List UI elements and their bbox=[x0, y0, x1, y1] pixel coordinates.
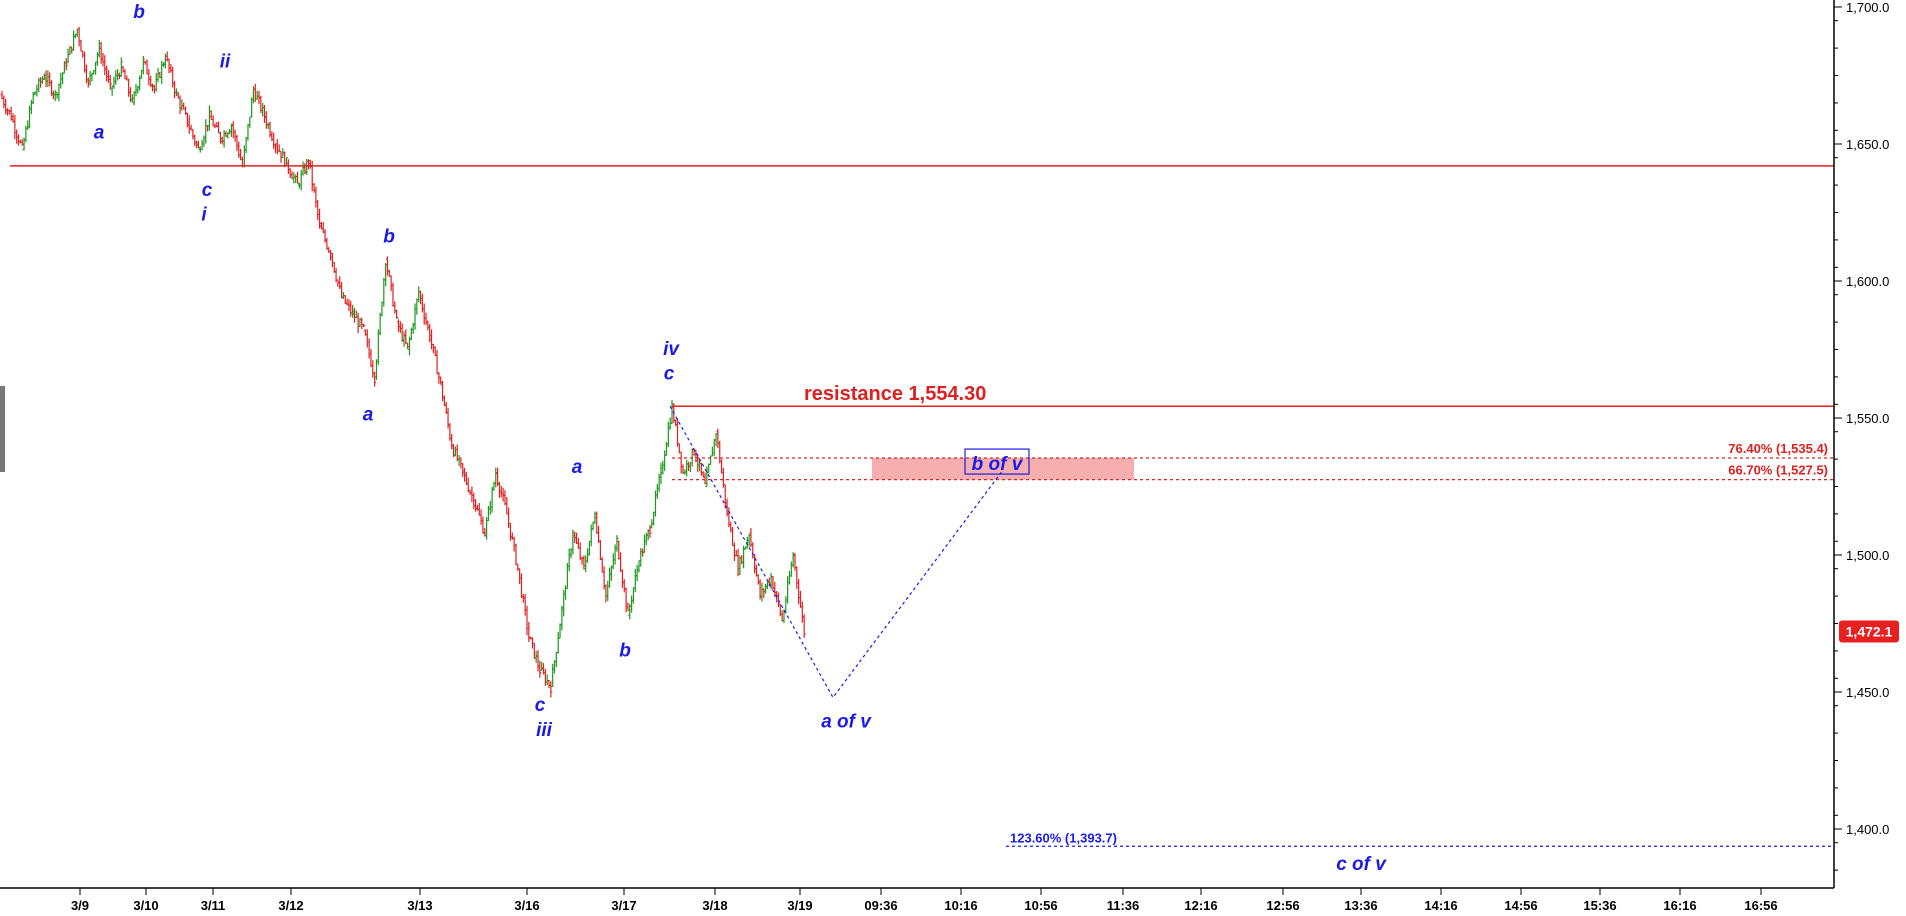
wave-label: b bbox=[383, 227, 395, 248]
x-tick-label: 15:36 bbox=[1583, 898, 1616, 913]
x-tick-label: 3/11 bbox=[201, 898, 226, 913]
wave-label: c bbox=[202, 180, 213, 201]
y-tick-label: 1,650.0 bbox=[1846, 137, 1889, 152]
x-tick-label: 14:56 bbox=[1504, 898, 1537, 913]
x-tick-label: 16:16 bbox=[1663, 898, 1696, 913]
x-tick-label: 10:56 bbox=[1024, 898, 1057, 913]
y-tick-label: 1,500.0 bbox=[1846, 548, 1889, 563]
x-tick-label: 3/13 bbox=[407, 898, 432, 913]
x-tick-label: 13:36 bbox=[1344, 898, 1377, 913]
fib-level-label: 66.70% (1,527.5) bbox=[1728, 463, 1828, 478]
x-tick-label: 3/17 bbox=[611, 898, 636, 913]
left-edge-marker bbox=[0, 386, 5, 472]
x-tick-label: 3/19 bbox=[787, 898, 812, 913]
y-tick-label: 1,450.0 bbox=[1846, 685, 1889, 700]
wave-label: a bbox=[572, 457, 583, 478]
y-tick-label: 1,400.0 bbox=[1846, 822, 1889, 837]
x-tick-label: 10:16 bbox=[944, 898, 977, 913]
wave-label: a bbox=[363, 405, 374, 426]
wave-label: a of v bbox=[821, 712, 872, 733]
wave-label: b bbox=[133, 2, 145, 23]
wave-label: b of v bbox=[972, 454, 1024, 475]
x-tick-label: 3/16 bbox=[514, 898, 539, 913]
x-tick-label: 09:36 bbox=[864, 898, 897, 913]
last-price-tag bbox=[1839, 620, 1899, 643]
x-tick-label: 16:56 bbox=[1744, 898, 1777, 913]
wave-label: i bbox=[201, 205, 207, 226]
wave-label: c bbox=[664, 364, 675, 385]
fib-level-label: 76.40% (1,535.4) bbox=[1728, 441, 1828, 456]
x-tick-label: 3/9 bbox=[71, 898, 89, 913]
overlay-layer: resistance 1,554.30 76.40% (1,535.4) 66.70… bbox=[10, 165, 1834, 847]
candlestick-series bbox=[0, 26, 806, 698]
x-tick-label: 12:56 bbox=[1266, 898, 1299, 913]
wave-label: iii bbox=[536, 720, 553, 741]
x-tick-label: 3/10 bbox=[133, 898, 158, 913]
target-zone bbox=[872, 458, 1134, 480]
fib-level-label: 123.60% (1,393.7) bbox=[1010, 830, 1117, 845]
projection-path bbox=[669, 405, 1004, 699]
y-tick-label: 1,700.0 bbox=[1846, 0, 1889, 15]
y-tick-label: 1,550.0 bbox=[1846, 411, 1889, 426]
wave-label: ii bbox=[220, 51, 231, 72]
wave-label: a bbox=[94, 123, 105, 144]
x-tick-label: 3/18 bbox=[702, 898, 727, 913]
y-tick-label: 1,600.0 bbox=[1846, 274, 1889, 289]
wave-label: iv bbox=[663, 339, 680, 360]
wave-label: c bbox=[535, 695, 546, 716]
x-tick-label: 3/12 bbox=[278, 898, 303, 913]
b-of-v-box bbox=[964, 448, 1030, 475]
x-tick-label: 14:16 bbox=[1424, 898, 1457, 913]
wave-label: c of v bbox=[1336, 854, 1387, 875]
x-tick-label: 11:36 bbox=[1107, 898, 1140, 913]
resistance-label: resistance 1,554.30 bbox=[804, 383, 986, 405]
wave-label: b bbox=[619, 640, 631, 661]
x-tick-label: 12:16 bbox=[1184, 898, 1217, 913]
last-price-label: 1,472.1 bbox=[1846, 623, 1893, 639]
